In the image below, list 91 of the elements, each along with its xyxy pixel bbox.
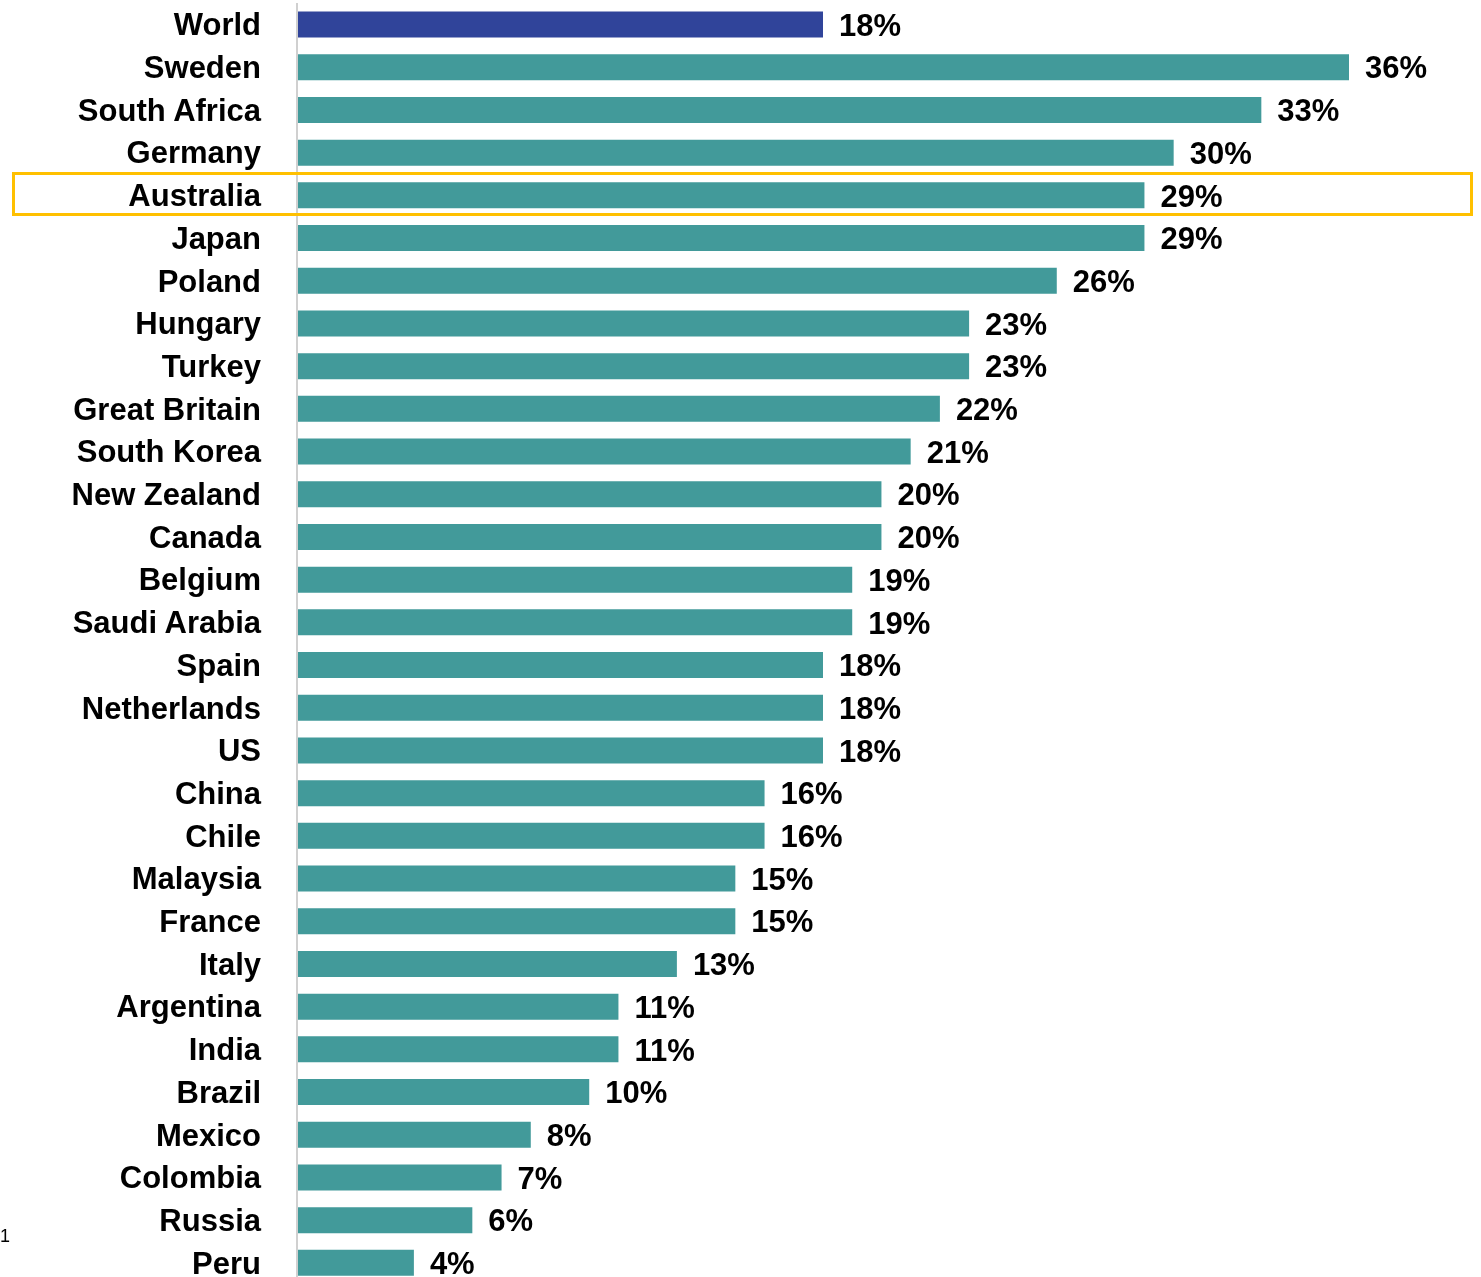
data-label: 16% xyxy=(780,819,843,854)
y-tick-label: Chile xyxy=(185,818,261,854)
data-label: 6% xyxy=(488,1203,534,1239)
y-tick-label: US xyxy=(217,733,261,769)
bar xyxy=(297,1121,531,1148)
bar xyxy=(297,139,1174,166)
y-tick-label: South Korea xyxy=(76,434,262,470)
bar xyxy=(297,1164,502,1191)
data-label: 22% xyxy=(955,392,1018,427)
y-tick-label: Colombia xyxy=(119,1160,262,1196)
data-label: 36% xyxy=(1365,50,1428,86)
bar xyxy=(297,523,882,550)
data-label: 8% xyxy=(546,1117,592,1153)
bar xyxy=(297,310,970,337)
data-label: 23% xyxy=(985,349,1048,385)
y-tick-label: Turkey xyxy=(161,348,262,384)
y-tick-label: Brazil xyxy=(176,1074,261,1110)
data-label: 10% xyxy=(605,1075,668,1111)
data-label: 18% xyxy=(839,648,902,684)
y-tick-label: Poland xyxy=(157,263,261,299)
bar xyxy=(297,438,911,465)
data-label: 30% xyxy=(1189,135,1252,171)
bar xyxy=(297,11,823,38)
data-label: 7% xyxy=(517,1160,563,1196)
bar xyxy=(297,1079,590,1106)
data-label: 26% xyxy=(1072,263,1135,299)
data-label: 15% xyxy=(751,904,814,940)
y-tick-label: Italy xyxy=(198,946,262,982)
bar xyxy=(297,780,765,807)
bar xyxy=(297,96,1262,123)
y-tick-label: Spain xyxy=(176,647,261,683)
y-tick-label: Mexico xyxy=(155,1117,261,1153)
bar xyxy=(297,54,1349,81)
data-label: 11% xyxy=(634,1032,695,1068)
y-tick-label: Canada xyxy=(149,519,262,555)
y-tick-label: Sweden xyxy=(143,50,261,86)
data-label: 20% xyxy=(897,477,960,513)
y-tick-label: Hungary xyxy=(135,306,262,342)
y-tick-label: Great Britain xyxy=(73,391,261,427)
y-tick-label: Australia xyxy=(128,178,262,214)
data-label: 4% xyxy=(429,1246,475,1277)
data-label: 23% xyxy=(985,306,1048,342)
bar xyxy=(297,481,882,508)
bar xyxy=(297,395,940,422)
data-label: 18% xyxy=(839,7,902,43)
data-label: 29% xyxy=(1160,178,1223,214)
text: 1 xyxy=(0,1226,11,1247)
bar xyxy=(297,1207,473,1234)
y-tick-label: South Africa xyxy=(77,92,262,128)
y-tick-label: New Zealand xyxy=(71,477,261,513)
y-tick-label: Peru xyxy=(192,1245,261,1277)
data-label: 13% xyxy=(692,947,755,983)
data-label: 11% xyxy=(634,989,695,1025)
data-label: 16% xyxy=(780,776,843,812)
bar xyxy=(297,609,853,636)
bar xyxy=(297,694,823,721)
y-tick-label: Germany xyxy=(126,135,262,171)
data-label: 15% xyxy=(751,861,814,897)
bar xyxy=(297,822,765,849)
data-label: 19% xyxy=(868,562,931,598)
y-tick-label: India xyxy=(188,1032,262,1068)
bar xyxy=(297,182,1145,209)
bar xyxy=(297,566,853,593)
y-tick-label: Japan xyxy=(171,220,261,256)
bar xyxy=(297,225,1145,252)
data-label: 29% xyxy=(1160,221,1223,257)
data-label: 19% xyxy=(868,605,931,641)
y-tick-label: Russia xyxy=(159,1202,262,1238)
bar xyxy=(297,1249,414,1276)
bar xyxy=(297,353,970,380)
bar xyxy=(297,652,823,679)
bar xyxy=(297,865,736,892)
data-label: 18% xyxy=(839,733,902,769)
data-label: 18% xyxy=(839,690,902,726)
bar xyxy=(297,993,619,1020)
data-label: 33% xyxy=(1277,93,1340,129)
data-label: 20% xyxy=(897,520,960,556)
y-tick-label: China xyxy=(174,775,262,811)
bar xyxy=(297,908,736,935)
y-tick-label: Malaysia xyxy=(131,861,262,897)
y-tick-label: Argentina xyxy=(116,989,262,1025)
bar xyxy=(297,267,1057,294)
bar xyxy=(297,950,677,977)
y-tick-label: Belgium xyxy=(138,562,261,598)
y-tick-label: France xyxy=(159,904,261,940)
data-label: 21% xyxy=(926,434,989,470)
bar xyxy=(297,1036,619,1063)
y-tick-label: Netherlands xyxy=(81,690,261,726)
y-tick-label: Saudi Arabia xyxy=(72,605,262,641)
y-tick-label: World xyxy=(173,7,261,43)
bar xyxy=(297,737,823,764)
